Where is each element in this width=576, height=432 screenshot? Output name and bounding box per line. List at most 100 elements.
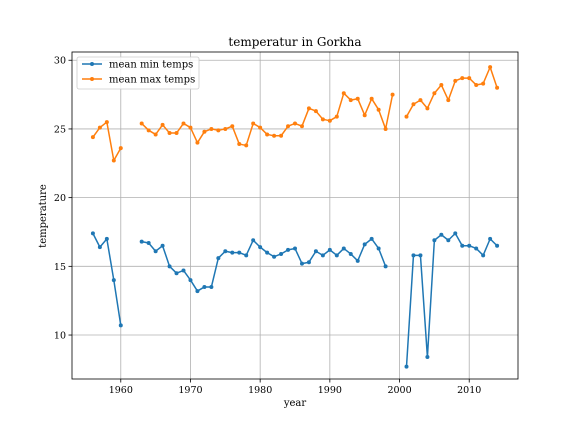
legend-label-max: mean max temps: [109, 75, 195, 86]
data-point: [390, 92, 395, 97]
data-point: [404, 114, 409, 119]
data-point: [139, 239, 144, 244]
data-point: [320, 253, 325, 258]
data-point: [251, 238, 256, 243]
data-point: [376, 107, 381, 112]
data-point: [265, 132, 270, 137]
data-point: [237, 250, 242, 255]
data-point: [160, 243, 165, 248]
data-point: [195, 140, 200, 145]
data-point: [104, 120, 109, 125]
data-point: [411, 253, 416, 258]
y-tick-label: 30: [54, 56, 66, 67]
data-point: [327, 118, 332, 123]
data-point: [258, 245, 263, 250]
data-point: [418, 253, 423, 258]
data-point: [495, 243, 500, 248]
data-point: [467, 76, 472, 81]
data-point: [411, 102, 416, 107]
data-point: [488, 65, 493, 70]
data-point: [209, 284, 214, 289]
y-tick-label: 25: [54, 124, 66, 135]
y-tick-label: 10: [54, 331, 66, 342]
data-point: [446, 98, 451, 103]
data-point: [404, 364, 409, 369]
chart-title: temperatur in Gorkha: [228, 35, 361, 49]
legend-marker-max: [90, 77, 94, 81]
data-point: [418, 98, 423, 103]
data-point: [313, 249, 318, 254]
data-point: [369, 96, 374, 101]
data-point: [293, 121, 297, 126]
data-point: [355, 258, 360, 263]
data-point: [481, 253, 486, 258]
data-point: [299, 124, 304, 129]
data-point: [174, 271, 179, 276]
data-point: [481, 81, 486, 86]
x-axis-label: year: [283, 398, 307, 409]
data-point: [446, 238, 451, 243]
data-point: [495, 85, 500, 90]
data-point: [453, 78, 458, 83]
data-point: [209, 126, 214, 131]
series-1: [90, 65, 500, 163]
data-point: [341, 246, 346, 251]
data-point: [153, 249, 158, 254]
series-0: [90, 231, 500, 369]
data-point: [97, 245, 102, 250]
data-point: [306, 260, 311, 265]
data-point: [279, 133, 284, 138]
data-point: [216, 256, 221, 261]
data-point: [376, 246, 381, 251]
data-point: [223, 126, 228, 131]
data-point: [425, 355, 430, 360]
data-point: [383, 264, 388, 269]
x-tick-label: 2000: [387, 385, 411, 396]
data-point: [272, 133, 277, 138]
data-point: [251, 121, 256, 126]
data-point: [167, 264, 172, 269]
data-point: [355, 96, 360, 101]
x-tick-label: 1990: [318, 385, 342, 396]
data-point: [299, 261, 304, 266]
data-point: [111, 278, 116, 283]
data-point: [111, 158, 116, 163]
grid: [72, 52, 518, 379]
data-point: [279, 251, 284, 256]
y-tick-label: 15: [54, 262, 66, 273]
data-point: [230, 124, 235, 129]
data-point: [286, 124, 291, 129]
data-point: [139, 121, 144, 126]
data-point: [118, 323, 123, 328]
data-point: [362, 113, 367, 118]
series-layer: [90, 65, 500, 369]
x-tick-label: 1970: [178, 385, 202, 396]
data-point: [432, 238, 437, 243]
data-point: [244, 143, 249, 148]
data-point: [188, 278, 193, 283]
data-point: [439, 232, 444, 237]
data-point: [341, 91, 346, 96]
legend: mean min temps mean max temps: [76, 56, 200, 90]
data-point: [146, 240, 151, 245]
data-point: [453, 231, 458, 236]
data-point: [425, 106, 430, 111]
data-point: [320, 117, 325, 122]
data-point: [244, 253, 249, 258]
data-point: [293, 246, 297, 251]
data-point: [334, 253, 339, 258]
x-tick-label: 1980: [248, 385, 272, 396]
data-point: [216, 128, 221, 133]
data-point: [258, 125, 263, 130]
legend-label-min: mean min temps: [109, 60, 193, 71]
data-point: [167, 131, 172, 136]
data-point: [474, 246, 479, 251]
y-axis-label: temperature: [38, 184, 49, 248]
data-point: [460, 243, 465, 248]
data-point: [383, 126, 388, 131]
x-tick-label: 2010: [457, 385, 481, 396]
data-point: [265, 250, 270, 255]
data-point: [432, 91, 437, 96]
data-point: [348, 98, 353, 103]
